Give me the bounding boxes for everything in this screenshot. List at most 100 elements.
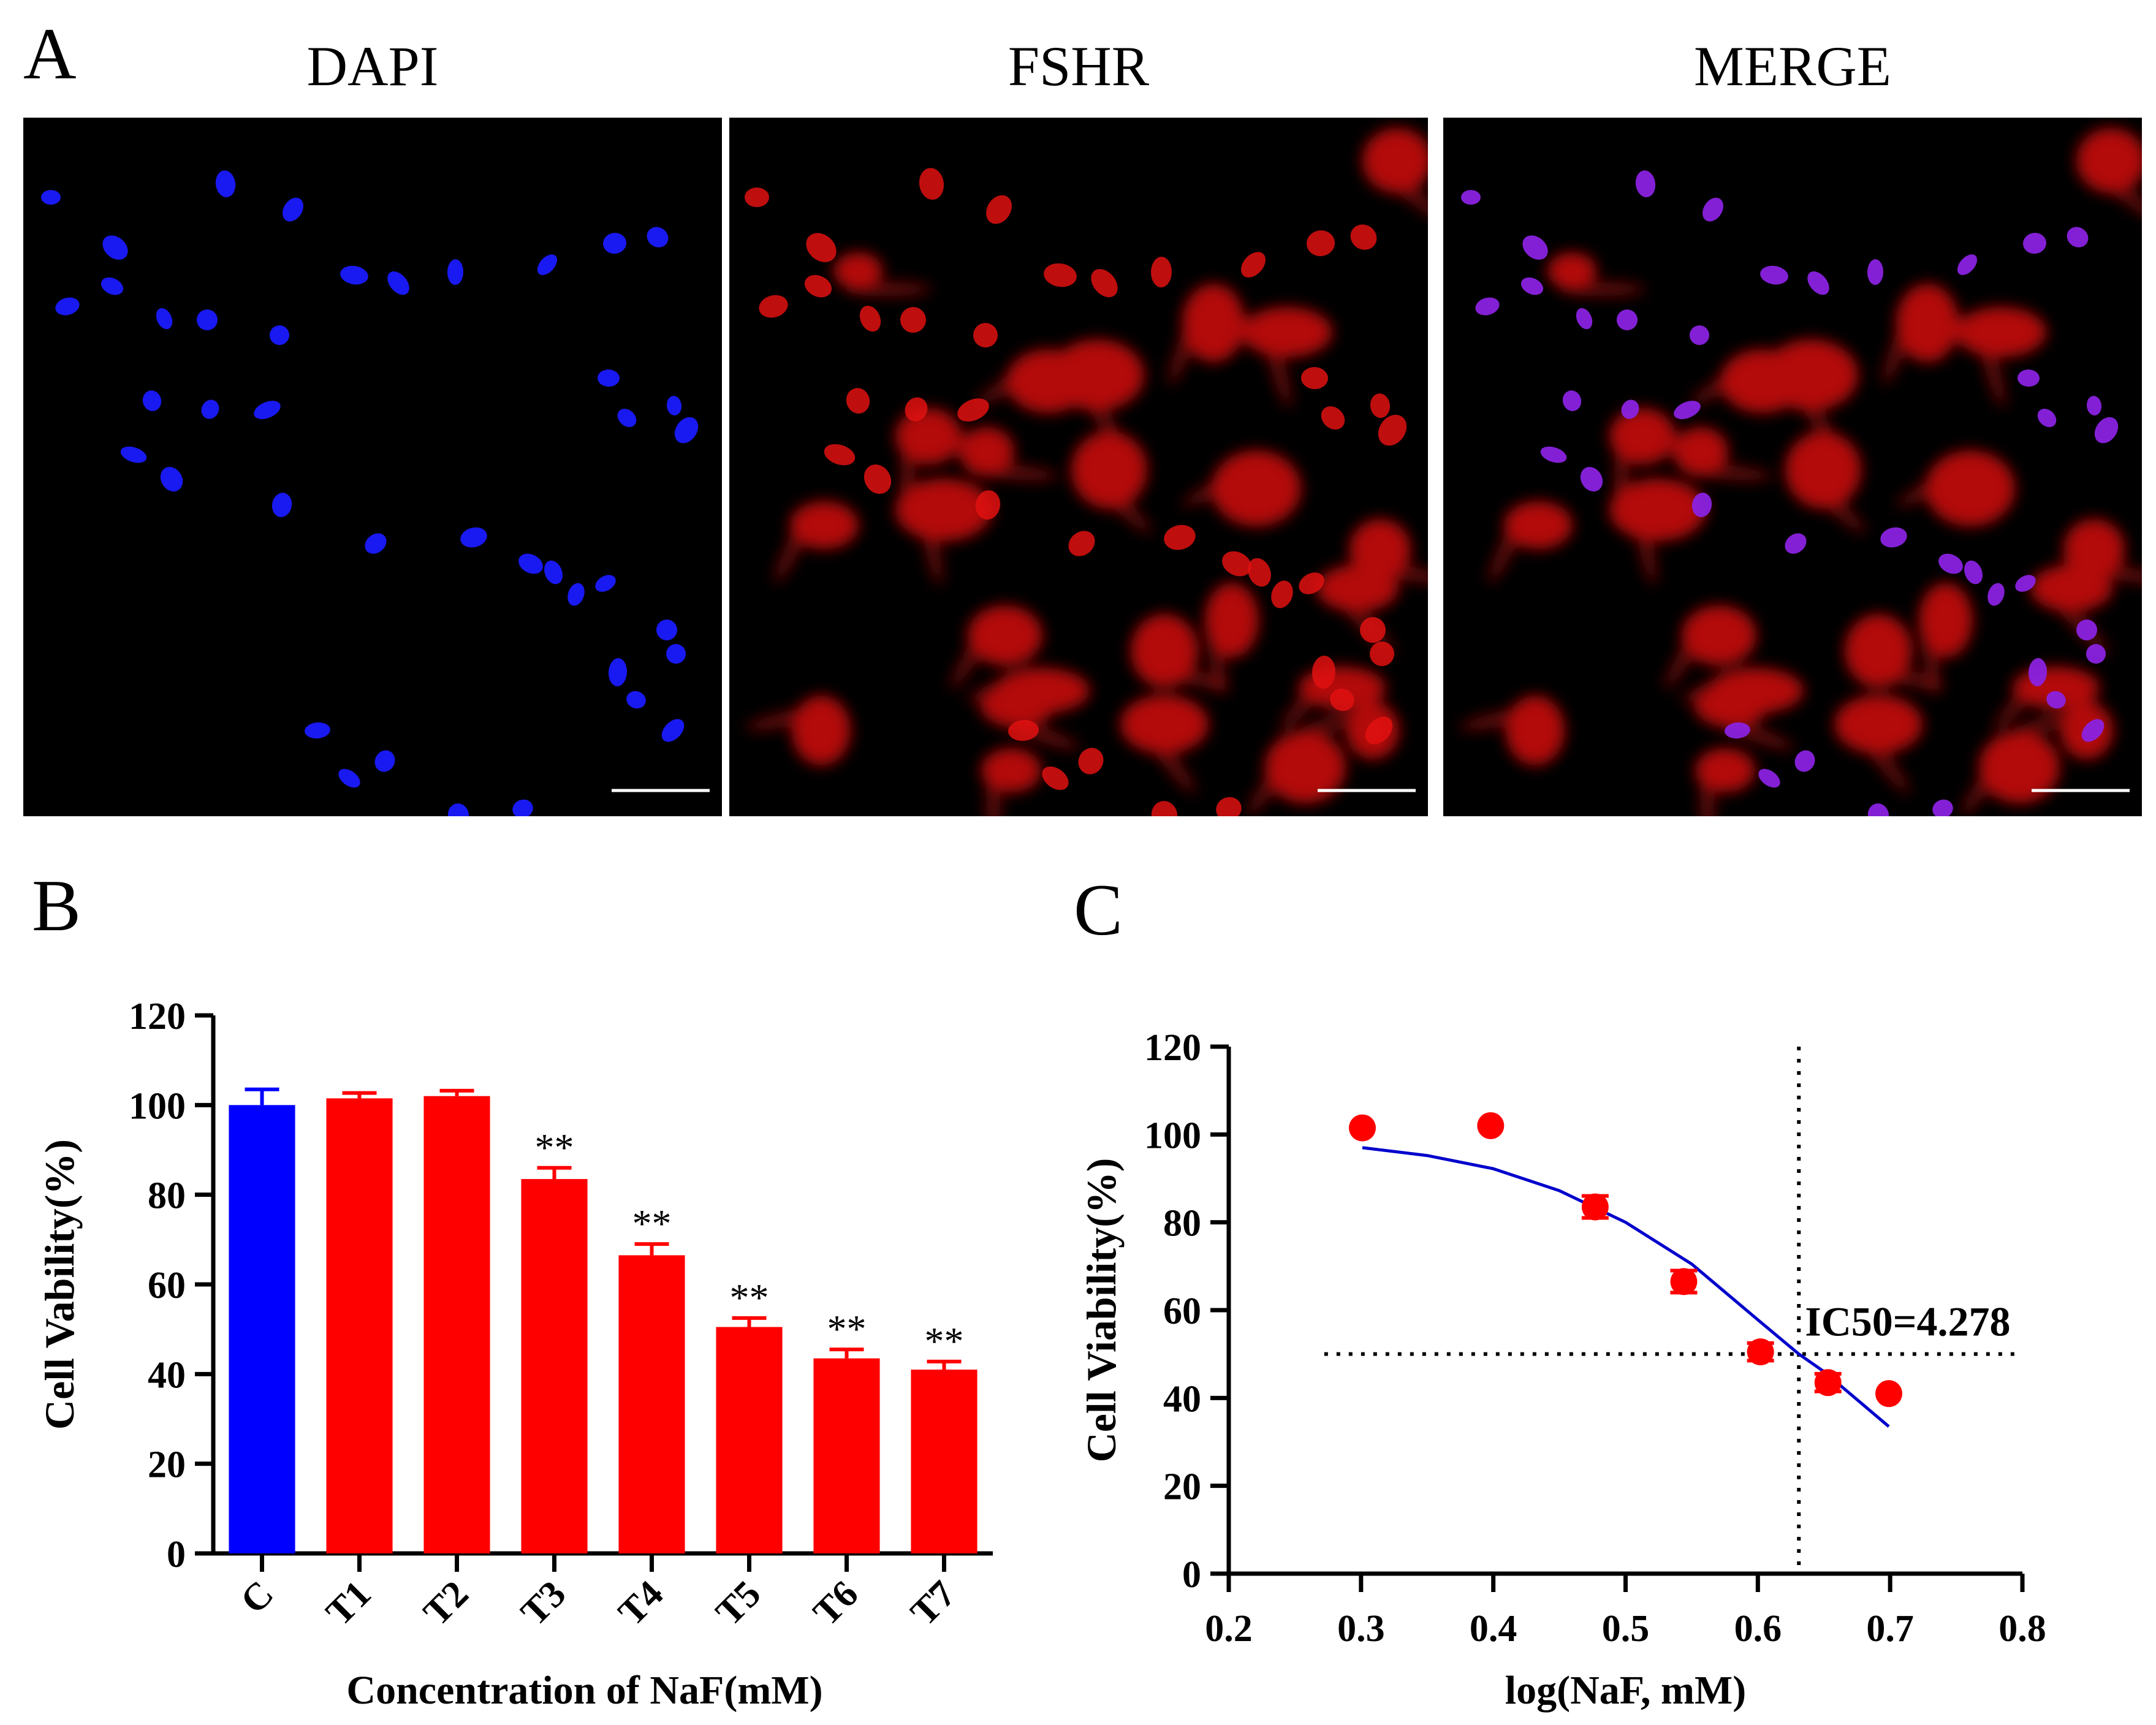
cell-process xyxy=(1182,465,1259,507)
nucleus xyxy=(537,254,558,275)
data-point xyxy=(1814,1369,1842,1397)
nucleus xyxy=(1867,259,1884,285)
nucleus xyxy=(1580,466,1603,492)
nucleus xyxy=(447,803,469,816)
fshr-micrograph xyxy=(729,118,1428,816)
cell-process xyxy=(1861,663,1945,690)
nucleus xyxy=(1540,446,1567,463)
nucleus xyxy=(365,533,387,554)
cell-body xyxy=(1956,307,2046,357)
nucleus xyxy=(1271,580,1293,608)
y-tick-label-c: 120 xyxy=(1144,1027,1201,1069)
x-axis-label-c: log(NaF, mM) xyxy=(1505,1668,1747,1713)
cell-body xyxy=(1265,731,1346,803)
nucleus xyxy=(1635,170,1656,197)
x-tick-label-c: 0.3 xyxy=(1337,1608,1385,1650)
y-tick-label-c: 60 xyxy=(1163,1291,1201,1332)
x-axis-label-b: Concentration of NaF(mM) xyxy=(346,1668,822,1713)
cell-body xyxy=(1362,128,1428,193)
nucleus xyxy=(1957,254,1978,275)
nucleus xyxy=(1964,560,1983,585)
cell-process xyxy=(774,506,814,583)
nucleus xyxy=(1475,297,1500,316)
y-tick-label-b: 60 xyxy=(148,1265,186,1306)
nucleus xyxy=(1938,553,1963,574)
nucleus xyxy=(1785,533,1807,554)
nucleus xyxy=(666,396,682,415)
nucleus xyxy=(1222,551,1251,577)
x-tick-label-b: T2 xyxy=(416,1573,476,1634)
nucleus xyxy=(1461,190,1481,205)
cell-process xyxy=(1264,325,1292,408)
nucleus xyxy=(41,190,61,205)
nucleus xyxy=(1241,252,1266,278)
dapi-micrograph xyxy=(23,118,722,816)
nucleus xyxy=(1365,716,1393,745)
nucleus xyxy=(1299,572,1324,594)
ic50-label: IC50=4.278 xyxy=(1805,1298,2010,1345)
cell-process xyxy=(985,758,1001,816)
nucleus xyxy=(2037,409,2057,427)
nucleus xyxy=(919,168,944,200)
data-point xyxy=(1581,1193,1609,1221)
nucleus xyxy=(1078,748,1104,775)
nucleus xyxy=(674,417,699,444)
bar-c xyxy=(229,1105,295,1553)
nucleus xyxy=(1522,235,1548,260)
nucleus xyxy=(271,493,292,517)
nucleus xyxy=(215,170,236,197)
x-tick-label-b: C xyxy=(233,1573,282,1622)
y-tick-label-b: 120 xyxy=(129,996,186,1037)
nucleus xyxy=(1562,390,1582,411)
dapi-title: DAPI xyxy=(306,35,439,97)
nucleus xyxy=(1216,797,1242,816)
nucleus xyxy=(986,195,1012,224)
merge-title: MERGE xyxy=(1694,35,1891,97)
cell-process xyxy=(1560,282,1645,297)
cell-process xyxy=(973,464,1058,481)
nucleus xyxy=(595,575,616,592)
nucleus xyxy=(1807,271,1829,295)
cell-body xyxy=(1764,339,1858,411)
nucleus xyxy=(2046,691,2066,709)
nucleus xyxy=(282,197,304,222)
fit-curve xyxy=(1362,1146,1890,1428)
nucleus xyxy=(1360,617,1386,643)
cell-process xyxy=(900,422,916,509)
nucleus xyxy=(447,259,464,285)
cell-process xyxy=(1147,663,1231,690)
nucleus xyxy=(905,397,928,422)
cell-process xyxy=(1142,726,1196,794)
cell-process xyxy=(1365,563,1428,584)
nucleus xyxy=(859,305,881,332)
significance-marker: ** xyxy=(535,1126,574,1169)
cell-body xyxy=(968,605,1042,665)
nucleus xyxy=(661,719,685,742)
cell-process xyxy=(920,501,943,586)
nucleus xyxy=(1150,257,1172,287)
nucleus xyxy=(2086,396,2102,415)
cell-process xyxy=(1168,305,1202,385)
nucleus xyxy=(254,401,281,419)
x-tick-label-b: T7 xyxy=(903,1573,963,1634)
bar-t4 xyxy=(618,1255,685,1553)
nucleus xyxy=(806,233,837,262)
nucleus xyxy=(2094,417,2119,444)
nucleus xyxy=(460,527,487,548)
cell-bodies xyxy=(1459,128,2142,816)
nucleus xyxy=(1008,719,1039,741)
nucleus xyxy=(1690,325,1709,345)
cell-body xyxy=(1785,431,1861,509)
nucleus xyxy=(1378,414,1407,446)
nucleus xyxy=(608,658,628,686)
nucleus xyxy=(1151,801,1178,816)
nucleus xyxy=(101,277,124,295)
nucleus xyxy=(626,691,646,709)
panel-label-a: A xyxy=(23,13,77,94)
nucleus xyxy=(1044,263,1077,287)
cell-body xyxy=(2076,128,2142,193)
nucleus xyxy=(824,444,856,466)
cell-process xyxy=(1788,374,1837,447)
cell-process xyxy=(1247,746,1299,816)
y-tick-label-c: 40 xyxy=(1163,1378,1201,1420)
